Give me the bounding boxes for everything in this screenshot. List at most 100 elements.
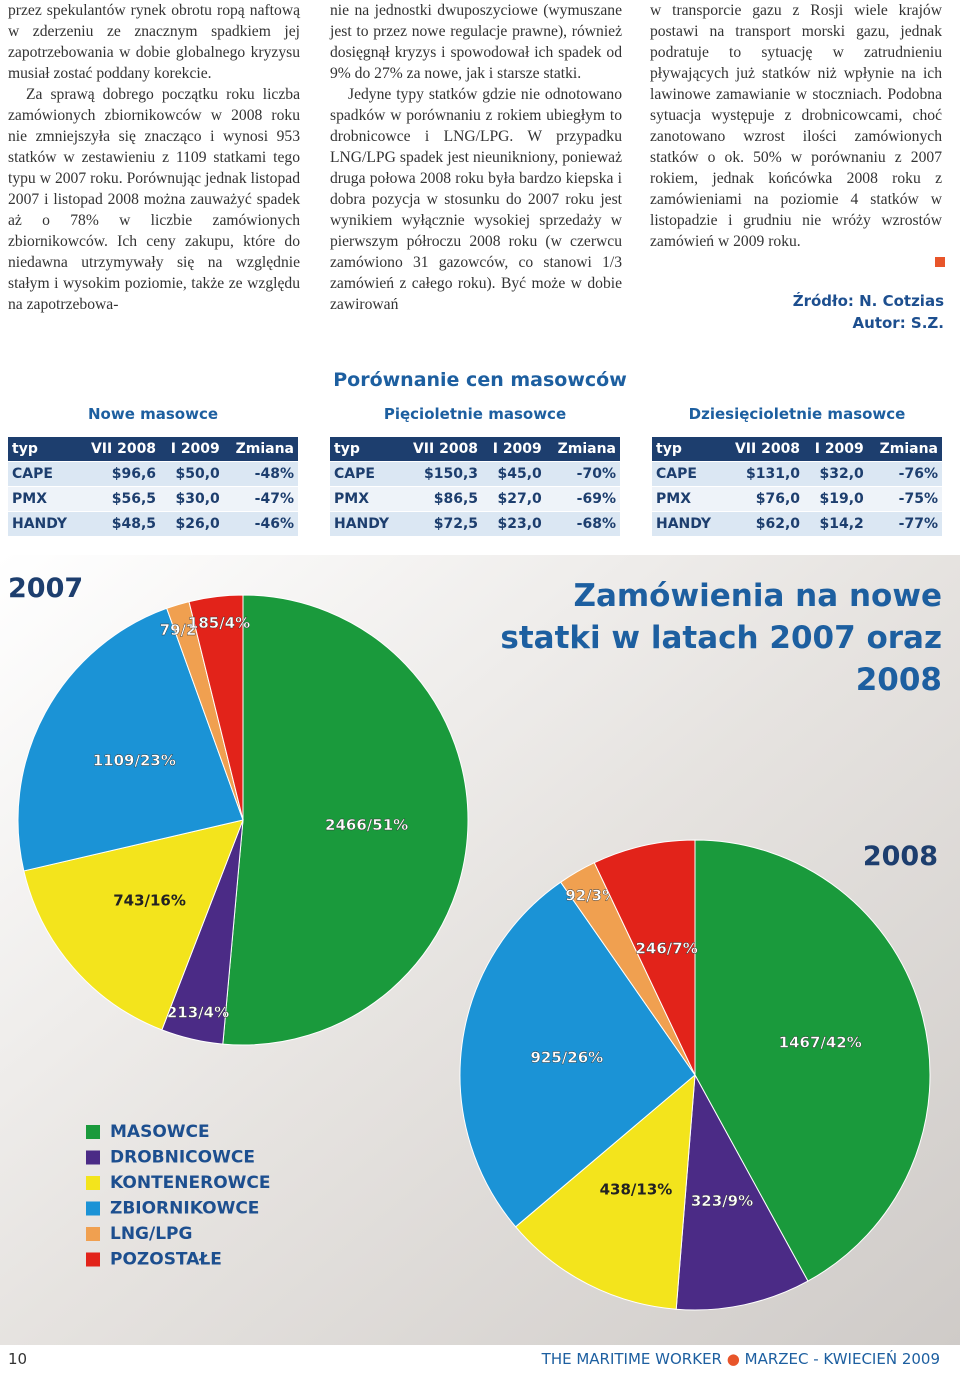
paragraph: Jedyne typy statków gdzie nie odnotowano… [330,86,622,313]
header-cell: VII 2008 [400,437,483,462]
slice-label: 92/3% [565,887,617,905]
magazine: THE MARITIME WORKER [541,1350,722,1368]
slice-label: 925/26% [530,1049,603,1067]
table-cell: HANDY [8,511,79,537]
table-row: PMX $86,5 $27,0 -69% [330,486,620,512]
legend-swatch [86,1252,100,1267]
pie-slice [675,1073,809,1311]
paragraph: w transporcie gazu z Rosji wiele krajów … [650,2,942,250]
legend-swatch [86,1176,100,1190]
table-cell: HANDY [652,511,723,537]
footer-text: THE MARITIME WORKER ● MARZEC - KWIECIEŃ … [542,1350,940,1368]
price-table: typ VII 2008 I 2009 Zmiana CAPE $150,3 $45,0 -7… [330,437,620,537]
price-table: typ VII 2008 I 2009 Zmiana CAPE $96,6 $50,0 -48… [8,437,298,537]
end-mark [935,257,945,267]
table-cell: $30,0 [160,486,224,512]
table-cell: $150,3 [400,461,483,487]
legend-swatch [86,1125,100,1139]
table-cell: -75% [867,486,942,512]
paragraph: nie na jednostki dwuposzyciowe (wymuszan… [330,2,622,82]
table-row: PMX $56,5 $30,0 -47% [8,486,298,512]
header-cell: typ [652,437,723,462]
table-cell: -70% [545,461,620,487]
pie-title: 2007 [8,573,83,604]
table-row: HANDY $72,5 $23,0 -68% [330,511,620,537]
legend-label: ZBIORNIKOWCE [110,1199,259,1219]
table-row: CAPE $96,6 $50,0 -48% [8,461,298,487]
text-column: przez spekulantów rynek obrotu ropą naft… [8,0,300,315]
header-cell: Zmiana [545,437,620,462]
legend-label: MASOWCE [110,1122,210,1142]
table-cell: $23,0 [482,511,546,537]
pie-slice [17,607,244,872]
table-cell: $19,0 [804,486,868,512]
table-cell: $50,0 [160,461,224,487]
table-cell: -76% [867,461,942,487]
table-cell: $45,0 [482,461,546,487]
pie-slice [222,594,469,1046]
table-cell: $27,0 [482,486,546,512]
paragraph: Za sprawą dobrego początku roku liczba z… [8,86,300,313]
table-cell: CAPE [330,461,401,487]
bullet: ● [726,1350,740,1368]
table-cell: $32,0 [804,461,868,487]
pie-slice [188,594,244,821]
header-cell: VII 2008 [722,437,805,462]
table-row: PMX $76,0 $19,0 -75% [652,486,942,512]
table-cell: HANDY [330,511,401,537]
table-cell: -68% [545,511,620,537]
table-row: HANDY $48,5 $26,0 -46% [8,511,298,537]
header-cell: I 2009 [482,437,546,462]
author: Autor: S.Z. [852,314,944,332]
text-column: w transporcie gazu z Rosji wiele krajów … [650,0,942,252]
header-cell: I 2009 [160,437,224,462]
table-cell: $131,0 [722,461,805,487]
legend-label: KONTENEROWCE [110,1173,271,1193]
slice-label: 323/9% [691,1192,753,1210]
table-cell: -48% [223,461,298,487]
header-cell: Zmiana [223,437,298,462]
pie-slice [459,881,696,1228]
table-cell: CAPE [652,461,723,487]
source: Źródło: N. Cotzias [792,292,944,310]
table-cell: $76,0 [722,486,805,512]
page-number: 10 [8,1350,28,1368]
table-cell: PMX [8,486,79,512]
header-cell: typ [330,437,401,462]
table-cell: $86,5 [400,486,483,512]
table-cell: $48,5 [78,511,161,537]
pie-slice [593,839,696,1076]
table-cell: CAPE [8,461,79,487]
legend-label: POZOSTAŁE [110,1250,222,1270]
pie-charts: 20072466/51%213/4%743/16%1109/23%79/2%18… [0,555,960,1345]
paragraph: przez spekulantów rynek obrotu ropą naft… [8,2,300,82]
slice-label: 438/13% [600,1180,673,1198]
table-cell: $62,0 [722,511,805,537]
table-cell: PMX [652,486,723,512]
table-cell: -69% [545,486,620,512]
slice-label: 2466/51% [325,816,408,834]
legend-swatch [86,1201,100,1216]
table-cell: -46% [223,511,298,537]
slice-label: 246/7% [635,939,697,957]
header-row: typ VII 2008 I 2009 Zmiana [8,437,298,462]
slice-label: 743/16% [113,892,186,910]
legend-swatch [86,1227,100,1241]
header-cell: Zmiana [867,437,942,462]
pie-slice [514,1073,696,1310]
table-cell: -77% [867,511,942,537]
legend-label: DROBNICOWCE [110,1148,255,1168]
slice-label: 1109/23% [93,751,176,769]
table-row: HANDY $62,0 $14,2 -77% [652,511,942,537]
table-row: CAPE $131,0 $32,0 -76% [652,461,942,487]
slice-label: 185/4% [188,614,250,632]
charts-heading: Zamówienia na nowe statki w latach 2007 … [500,578,942,698]
slice-label: 213/4% [167,1003,229,1021]
table-cell: $72,5 [400,511,483,537]
legend-label: LNG/LPG [110,1224,192,1244]
issue: MARZEC - KWIECIEŃ 2009 [744,1350,940,1368]
legend-swatch [86,1150,100,1165]
slice-label: 1467/42% [779,1033,862,1051]
table-cell: $96,6 [78,461,161,487]
